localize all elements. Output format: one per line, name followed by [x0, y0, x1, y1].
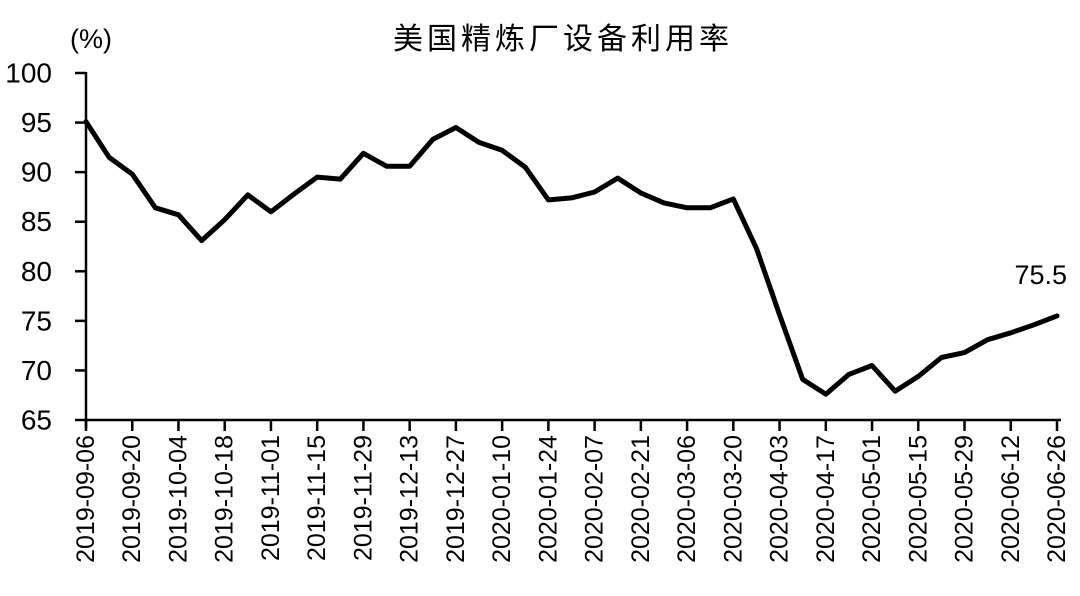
x-tick-label: 2020-03-20 — [719, 435, 747, 563]
y-axis-unit-label: (%) — [70, 24, 112, 54]
y-tick-label: 70 — [21, 355, 52, 386]
y-tick-label: 75 — [21, 305, 52, 336]
x-tick-label: 2019-12-27 — [442, 435, 470, 563]
x-tick-label: 2020-01-10 — [488, 435, 516, 563]
x-tick-label: 2019-10-18 — [211, 435, 239, 563]
y-tick-label: 80 — [21, 256, 52, 287]
x-tick-label: 2019-11-01 — [257, 435, 285, 561]
x-tick-label: 2020-02-21 — [627, 435, 655, 563]
x-tick-label: 2020-05-29 — [951, 435, 979, 563]
x-tick-label: 2020-04-03 — [766, 435, 794, 563]
x-tick-label: 2020-01-24 — [534, 435, 562, 563]
x-tick-label: 2020-03-06 — [673, 435, 701, 563]
x-tick-label: 2019-11-15 — [303, 435, 331, 561]
x-tick-label: 2020-05-15 — [904, 435, 932, 563]
x-tick-label: 2019-10-04 — [164, 435, 192, 563]
x-tick-label: 2019-09-20 — [118, 435, 146, 563]
chart-title: 美国精炼厂设备利用率 — [393, 23, 733, 56]
utilization-series-line — [83, 119, 1060, 397]
x-tick-label: 2020-05-01 — [858, 435, 886, 563]
x-tick-label: 2019-11-29 — [349, 435, 377, 561]
y-tick-label: 85 — [21, 206, 52, 237]
x-tick-label: 2020-06-26 — [1043, 435, 1071, 563]
x-tick-label: 2019-12-13 — [396, 435, 424, 563]
x-tick-label: 2019-09-06 — [72, 435, 100, 563]
x-tick-label: 2020-06-12 — [997, 435, 1025, 563]
x-tick-label: 2020-04-17 — [812, 435, 840, 563]
last-value-label: 75.5 — [1014, 260, 1067, 290]
y-tick-label: 100 — [5, 58, 52, 89]
x-tick-label: 2020-02-07 — [581, 435, 609, 563]
y-tick-label: 95 — [21, 107, 52, 138]
y-tick-label: 90 — [21, 157, 52, 188]
y-tick-label: 65 — [21, 405, 52, 436]
